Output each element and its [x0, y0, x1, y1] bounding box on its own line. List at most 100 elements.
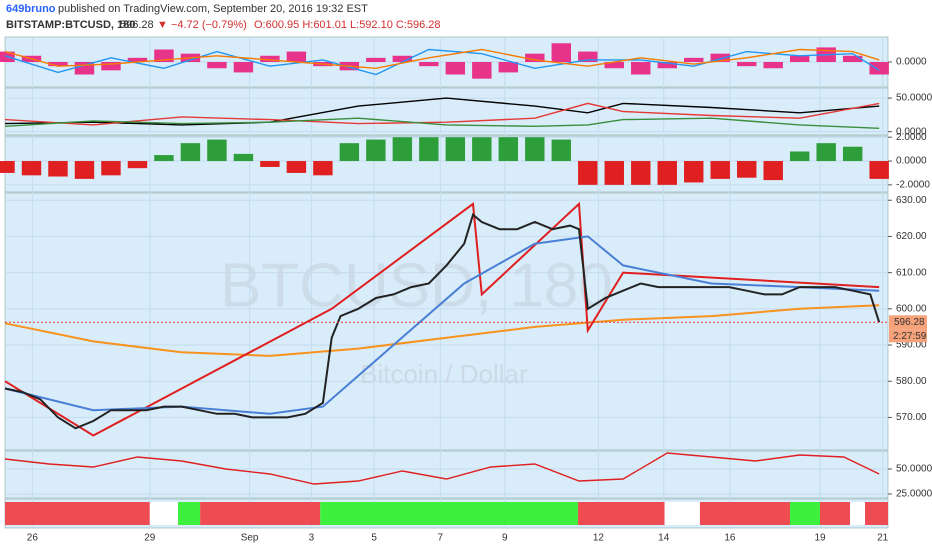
histogram-bar	[842, 146, 863, 162]
histogram-bar	[684, 161, 704, 183]
signal-segment	[578, 502, 665, 525]
histogram-bar	[816, 143, 836, 162]
signal-segment	[699, 502, 790, 525]
histogram-bar	[419, 137, 439, 162]
y-tick-label: 580.00	[896, 376, 927, 387]
histogram-bar	[551, 43, 572, 62]
histogram-bar	[207, 139, 227, 162]
histogram-bar	[48, 161, 68, 177]
signal-segment	[865, 502, 888, 525]
signal-segment	[200, 502, 321, 525]
histogram-bar	[180, 143, 201, 162]
histogram-bar	[366, 57, 386, 62]
indicator-line	[4, 201, 880, 437]
watermark-sub: Bitcoin / Dollar	[360, 359, 528, 389]
x-tick-label: Sep	[241, 533, 259, 544]
y-tick-label: 630.00	[896, 195, 927, 206]
signal-segment	[149, 502, 179, 525]
y-tick-label: 0.0000	[896, 126, 927, 137]
timer-label: 2:27:59	[893, 331, 927, 342]
histogram-bar	[631, 62, 651, 75]
indicator-line	[4, 48, 880, 76]
histogram-bar	[684, 57, 704, 62]
histogram-bar	[525, 53, 545, 62]
signal-segment	[789, 502, 821, 525]
histogram-bar	[525, 137, 545, 162]
histogram-bar	[737, 161, 757, 178]
y-tick-label: 0.0000	[896, 156, 927, 167]
histogram-bar	[763, 161, 783, 181]
histogram-bar	[286, 161, 307, 173]
histogram-bar	[472, 137, 492, 162]
indicator-line	[4, 304, 880, 357]
histogram-bar	[842, 55, 863, 62]
histogram-bar	[604, 62, 624, 69]
y-tick-label: 2.0000	[896, 132, 927, 143]
y-tick-label: -2.0000	[896, 179, 930, 190]
x-tick-label: 7	[438, 533, 444, 544]
histogram-bar	[710, 53, 730, 62]
histogram-bar	[631, 161, 651, 185]
indicator-line	[4, 97, 880, 126]
histogram-bar	[260, 161, 280, 167]
y-tick-label: 50.0000	[896, 464, 932, 475]
histogram-bar	[313, 161, 333, 176]
signal-segment	[850, 502, 866, 525]
indicator-line	[4, 212, 881, 430]
y-tick-label: 620.00	[896, 231, 927, 242]
histogram-bar	[869, 62, 889, 75]
histogram-bar	[127, 57, 148, 62]
histogram-bar	[233, 153, 254, 162]
price-box	[889, 315, 927, 330]
histogram-bar	[392, 55, 413, 62]
histogram-bar	[260, 55, 280, 62]
panel	[4, 450, 889, 499]
histogram-bar	[101, 161, 121, 176]
histogram-bar	[604, 161, 624, 185]
change: ▼ −4.72 (−0.79%)	[157, 19, 247, 31]
histogram-bar	[551, 139, 572, 162]
x-tick-label: 21	[877, 533, 889, 544]
panel	[4, 87, 889, 136]
published: published on TradingView.com, September …	[58, 3, 368, 15]
x-tick-label: 16	[724, 533, 736, 544]
indicator-line	[4, 117, 880, 129]
y-tick-label: 610.00	[896, 267, 927, 278]
signal-segment	[664, 502, 700, 525]
signal-segment	[820, 502, 851, 525]
histogram-bar	[392, 137, 413, 162]
x-tick-label: 29	[144, 533, 156, 544]
histogram-bar	[233, 62, 254, 73]
y-tick-label: 0.0000	[896, 57, 927, 68]
indicator-line	[4, 452, 880, 485]
histogram-bar	[498, 137, 519, 162]
histogram-bar	[657, 62, 677, 69]
x-tick-label: 26	[27, 533, 39, 544]
symbol: BITSTAMP:BTCUSD, 180	[6, 19, 135, 31]
histogram-bar	[710, 161, 730, 179]
histogram-bar	[789, 55, 810, 62]
histogram-bar	[789, 151, 810, 162]
y-tick-label: 600.00	[896, 303, 927, 314]
histogram-bar	[366, 139, 386, 162]
histogram-bar	[578, 161, 598, 185]
y-tick-label: 570.00	[896, 412, 927, 423]
histogram-bar	[763, 62, 783, 69]
author[interactable]: 649bruno	[6, 3, 56, 15]
histogram-bar	[498, 62, 519, 73]
histogram-bar	[207, 62, 227, 69]
histogram-bar	[445, 62, 466, 75]
price-label: 596.28	[894, 317, 925, 328]
histogram-bar	[74, 161, 95, 179]
y-tick-label: 590.00	[896, 340, 927, 351]
histogram-bar	[101, 62, 121, 71]
indicator-line	[4, 102, 880, 126]
y-tick-label: 50.0000	[896, 93, 932, 104]
ohlc: O:600.95 H:601.01 L:592.10 C:596.28	[254, 19, 441, 31]
x-tick-label: 9	[502, 533, 508, 544]
signal-segment	[178, 502, 201, 525]
x-tick-label: 12	[593, 533, 605, 544]
x-tick-label: 5	[371, 533, 377, 544]
histogram-bar	[472, 62, 492, 79]
